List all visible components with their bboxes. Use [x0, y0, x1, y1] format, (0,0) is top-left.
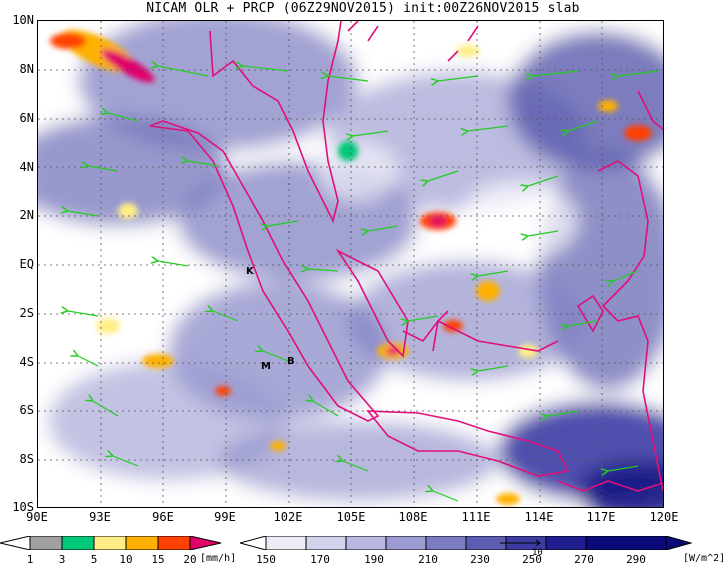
- grid-lines: [38, 21, 663, 507]
- precip-tick-5: 5: [90, 553, 98, 566]
- lat-label-4n: 4N: [19, 160, 34, 174]
- precip-tick-10: 10: [119, 553, 133, 566]
- lon-label-93e: 93E: [89, 510, 111, 524]
- olr-unit: [W/m^2]: [683, 553, 726, 564]
- precip-field: [50, 29, 652, 505]
- lat-label-2n: 2N: [19, 208, 34, 222]
- lon-label-102e: 102E: [273, 510, 303, 524]
- wind-reference-label: 10: [532, 548, 543, 558]
- lat-label-10n: 10N: [12, 13, 34, 27]
- map-title: NICAM OLR + PRCP (06Z29NOV2015) init:00Z…: [146, 1, 580, 16]
- lon-label-114e: 114E: [524, 510, 554, 524]
- precip-tick-15: 15: [151, 553, 165, 566]
- precip-tick-20: 20: [183, 553, 197, 566]
- precip-tick-3: 3: [58, 553, 66, 566]
- lat-label-2s: 2S: [19, 306, 34, 320]
- lat-label-10s: 10S: [12, 500, 34, 514]
- station-k-label: K: [246, 266, 255, 277]
- map-canvas: K M B: [38, 21, 663, 507]
- lat-label-8s: 8S: [19, 452, 34, 466]
- lon-label-90e: 90E: [26, 510, 48, 524]
- lon-label-117e: 117E: [586, 510, 616, 524]
- lat-label-8n: 8N: [19, 62, 34, 76]
- precip-unit: [mm/h]: [200, 553, 237, 564]
- precip-colorbar: [0, 536, 222, 550]
- lon-label-108e: 108E: [398, 510, 428, 524]
- lat-label-eq: EQ: [19, 257, 34, 271]
- olr-tick-270: 270: [574, 553, 594, 566]
- wind-vectors: [68, 66, 659, 502]
- lon-label-105e: 105E: [336, 510, 366, 524]
- lat-label-6n: 6N: [19, 111, 34, 125]
- stations: K M B: [246, 266, 295, 372]
- olr-tick-190: 190: [364, 553, 384, 566]
- lon-label-99e: 99E: [214, 510, 236, 524]
- olr-tick-170: 170: [310, 553, 330, 566]
- lat-label-6s: 6S: [19, 403, 34, 417]
- station-m-label: M: [261, 361, 271, 372]
- precip-tick-1: 1: [26, 553, 34, 566]
- olr-colorbar: [240, 536, 692, 550]
- lon-label-111e: 111E: [461, 510, 491, 524]
- map-plot-area: K M B: [37, 20, 664, 508]
- olr-tick-250: 250: [522, 553, 542, 566]
- lon-label-96e: 96E: [152, 510, 174, 524]
- olr-tick-150: 150: [256, 553, 276, 566]
- olr-tick-230: 230: [470, 553, 490, 566]
- lat-label-4s: 4S: [19, 355, 34, 369]
- station-b-label: B: [287, 356, 295, 367]
- olr-tick-290: 290: [626, 553, 646, 566]
- lon-label-120e: 120E: [649, 510, 679, 524]
- olr-tick-210: 210: [418, 553, 438, 566]
